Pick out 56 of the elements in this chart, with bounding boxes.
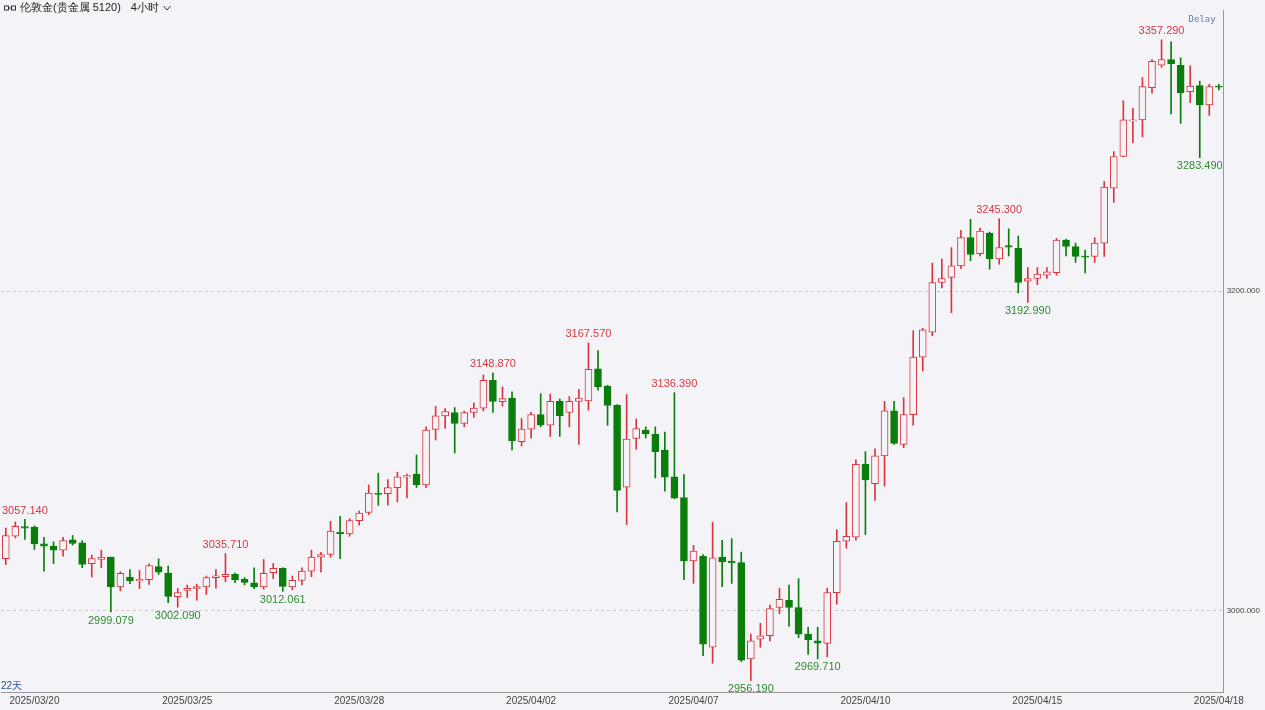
chart-subtitle: 4小时 <box>130 0 159 15</box>
annotation: 3012.061 <box>259 592 306 605</box>
x-tick-label: 2025/03/25 <box>162 694 213 706</box>
x-tick-label: 2025/03/20 <box>9 694 60 706</box>
annotation: 3283.490 <box>1176 159 1223 172</box>
x-tick-label: 2025/04/18 <box>1193 694 1245 706</box>
candlestick <box>192 583 201 601</box>
annotation: 3057.140 <box>1 503 48 516</box>
annotation: 3245.300 <box>976 203 1023 216</box>
x-tick-label: 2025/04/07 <box>668 694 719 706</box>
x-tick-label: 2025/03/28 <box>334 694 385 706</box>
candlestick <box>1186 65 1195 103</box>
y-tick-label: 3200.000 <box>1226 286 1261 296</box>
chart-title: 伦敦金(贵金属 5120) <box>20 0 121 15</box>
candlestick <box>1004 228 1013 257</box>
annotation: 3136.390 <box>651 377 698 390</box>
annotation: 3167.570 <box>565 327 612 340</box>
candlestick <box>804 626 812 655</box>
x-tick-label: 2025/04/02 <box>506 694 557 706</box>
candlestick <box>718 539 726 587</box>
candlestick <box>336 515 344 560</box>
annotation: 2956.190 <box>727 682 774 695</box>
candlestick <box>575 389 583 445</box>
candlestick <box>250 567 258 589</box>
annotation: 3357.290 <box>1138 24 1185 37</box>
annotation: 2999.079 <box>87 613 134 626</box>
candlestick <box>727 538 736 584</box>
annotation: Delay <box>1188 13 1217 24</box>
annotation: 2969.710 <box>794 660 841 673</box>
y-tick-label: 3000.000 <box>1226 605 1261 615</box>
candlestick <box>995 218 1003 265</box>
candlestick <box>173 588 182 608</box>
annotation: 3035.710 <box>202 538 249 551</box>
annotation: 3148.870 <box>469 357 516 370</box>
annotation: 3192.990 <box>1004 303 1051 316</box>
candlestick <box>441 408 449 429</box>
candlestick <box>1129 107 1137 143</box>
candlestick <box>1167 41 1175 115</box>
candlestick <box>317 552 325 573</box>
candlestick <box>1081 249 1089 274</box>
candlestick <box>374 472 383 506</box>
candlestick <box>21 518 29 540</box>
x-tick-label: 2025/04/10 <box>840 694 891 706</box>
x-tick-label: 2025/04/15 <box>1012 694 1063 706</box>
candlestick <box>40 536 48 572</box>
annotation: 22天 <box>1 679 23 691</box>
candlestick <box>212 569 220 589</box>
candlestick <box>938 258 946 289</box>
candlestick <box>384 479 392 506</box>
candlestick <box>785 584 793 627</box>
annotation: 3002.090 <box>154 608 201 621</box>
candlestick <box>97 549 106 569</box>
candlestick <box>403 473 411 499</box>
candlestick <box>813 626 822 660</box>
candlestick <box>1023 267 1032 303</box>
candlestick <box>183 584 192 598</box>
